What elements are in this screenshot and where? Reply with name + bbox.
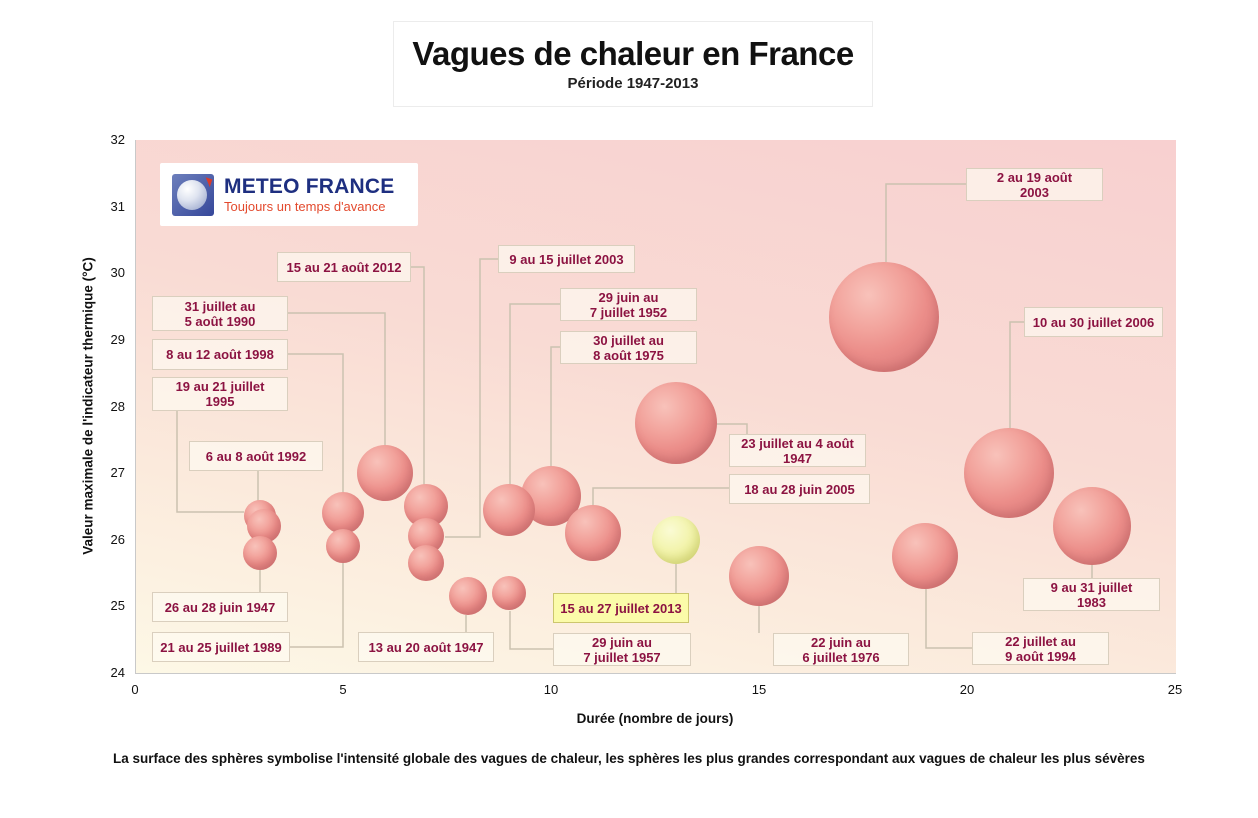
date-label-line: 23 juillet au 4 août [741,435,854,451]
bubble-26-au-28-juin-1947 [242,536,277,571]
date-label-15-au-21-ao-t-2012: 15 au 21 août 2012 [277,252,411,282]
logo-name: METEO FRANCE [224,174,395,198]
y-tick-30: 30 [110,265,125,281]
x-tick-15: 15 [751,682,767,697]
date-label-line: 26 au 28 juin 1947 [164,599,276,615]
bubble-23-juillet-au-4-ao-t-1947 [634,382,717,465]
date-label-2-au-19-ao-t-2003: 2 au 19 août 2003 [966,168,1103,201]
date-label-19-au-21-juillet-1995: 19 au 21 juillet 1995 [152,377,288,411]
date-label-line: 31 juillet au [184,298,256,314]
date-label-line: 2 au 19 août [996,169,1073,185]
date-label-22-juin-au-6-juillet-1976: 22 juin au 6 juillet 1976 [773,633,909,666]
date-label-line: 15 au 21 août 2012 [286,259,402,275]
x-tick-0: 0 [131,682,139,697]
date-label-line: 5 août 1990 [184,313,256,329]
chart-title-box: Vagues de chaleur en France Période 1947… [393,21,873,107]
date-label-21-au-25-juillet-1989: 21 au 25 juillet 1989 [152,632,290,662]
date-label-line: 9 au 15 juillet 2003 [509,251,624,267]
y-tick-26: 26 [110,531,125,547]
chart-footnote: La surface des sphères symbolise l'inten… [113,751,1145,766]
date-label-line: 7 juillet 1957 [583,649,661,665]
date-label-line: 6 juillet 1976 [802,649,880,665]
date-label-line: 30 juillet au [593,332,664,348]
red-triangle-icon [200,176,213,195]
date-label-29-juin-au-7-juillet-1957: 29 juin au 7 juillet 1957 [553,633,691,666]
bubble-point [408,545,445,582]
bubble-22-juin-au-6-juillet-1976 [729,546,789,607]
date-label-line: 29 juin au [592,634,652,650]
x-tick-20: 20 [959,682,975,697]
y-tick-28: 28 [110,398,125,414]
x-tick-5: 5 [339,682,347,697]
bubble-21-au-25-juillet-1989 [326,529,360,564]
date-label-26-au-28-juin-1947: 26 au 28 juin 1947 [152,592,288,622]
bubble-13-au-20-ao-t-1947 [448,577,487,616]
x-tick-25: 25 [1167,682,1183,697]
meteo-france-logo: METEO FRANCE Toujours un temps d'avance [160,163,418,226]
x-tick-10: 10 [543,682,559,697]
y-tick-29: 29 [110,331,125,347]
logo-texts: METEO FRANCE Toujours un temps d'avance [224,174,395,214]
date-label-line: 7 juillet 1952 [589,304,668,320]
y-tick-25: 25 [110,598,125,614]
date-label-15-au-27-juillet-2013: 15 au 27 juillet 2013 [553,593,689,623]
date-label-13-au-20-ao-t-1947: 13 au 20 août 1947 [358,632,494,662]
date-label-line: 15 au 27 juillet 2013 [560,600,682,616]
date-label-22-juillet-au-9-ao-t-1994: 22 juillet au 9 août 1994 [972,632,1109,665]
date-label-line: 9 août 1994 [1005,648,1076,664]
bubble-10-au-30-juillet-2006 [963,428,1054,519]
date-label-10-au-30-juillet-2006: 10 au 30 juillet 2006 [1024,307,1163,337]
x-axis-label: Durée (nombre de jours) [576,711,734,726]
y-tick-27: 27 [110,465,125,481]
date-label-31-juillet-au-5-ao-t-1990: 31 juillet au 5 août 1990 [152,296,288,331]
bubble-15-au-27-juillet-2013 [651,515,700,564]
y-tick-31: 31 [110,198,125,214]
date-label-line: 21 au 25 juillet 1989 [160,639,282,655]
date-label-line: 1995 [205,394,235,409]
date-label-23-juillet-au-4-ao-t-1947: 23 juillet au 4 août 1947 [729,434,866,467]
date-label-line: 1983 [1077,594,1106,610]
date-label-line: 8 août 1975 [593,347,664,363]
date-label-line: 2003 [1020,184,1049,200]
bubble-9-au-31-juillet-1983 [1052,487,1131,566]
y-tick-24: 24 [110,665,125,680]
date-label-line: 10 au 30 juillet 2006 [1032,314,1155,330]
date-label-6-au-8-ao-t-1992: 6 au 8 août 1992 [189,441,323,471]
date-label-line: 6 au 8 août 1992 [205,448,307,464]
globe-icon [172,173,214,216]
date-label-30-juillet-au-8-ao-t-1975: 30 juillet au 8 août 1975 [560,331,697,364]
date-label-line: 8 au 12 août 1998 [166,347,274,362]
date-label-9-au-31-juillet-1983: 9 au 31 juillet 1983 [1023,578,1160,611]
date-label-line: 18 au 28 juin 2005 [744,481,855,497]
bubble-8-au-12-ao-t-1998 [322,492,364,535]
chart-title: Vagues de chaleur en France [412,35,854,72]
chart-subtitle: Période 1947-2013 [567,75,699,92]
bubble-22-juillet-au-9-ao-t-1994 [892,523,959,590]
bubble-29-juin-au-7-juillet-1957 [492,576,527,611]
date-label-line: 22 juin au [811,634,871,650]
bubble-29-juin-au-7-juillet-1952 [483,483,536,536]
bubble-18-au-28-juin-2005 [564,505,621,562]
date-label-line: 22 juillet au [1005,633,1076,649]
y-tick-32: 32 [110,132,125,147]
logo-tagline: Toujours un temps d'avance [224,198,386,214]
bubble-31-juillet-au-5-ao-t-1990 [356,445,413,502]
date-label-line: 1947 [783,450,812,466]
date-label-18-au-28-juin-2005: 18 au 28 juin 2005 [729,474,870,504]
globe-sphere [177,179,207,210]
date-label-line: 9 au 31 juillet [1050,579,1133,595]
date-label-line: 13 au 20 août 1947 [368,639,484,655]
date-label-8-au-12-ao-t-1998: 8 au 12 août 1998 [152,339,288,370]
bubble-2-au-19-ao-t-2003 [828,261,939,372]
date-label-29-juin-au-7-juillet-1952: 29 juin au 7 juillet 1952 [560,288,697,321]
date-label-line: 29 juin au [598,289,659,305]
date-label-line: 19 au 21 juillet [175,379,265,394]
date-label-9-au-15-juillet-2003: 9 au 15 juillet 2003 [498,245,635,273]
